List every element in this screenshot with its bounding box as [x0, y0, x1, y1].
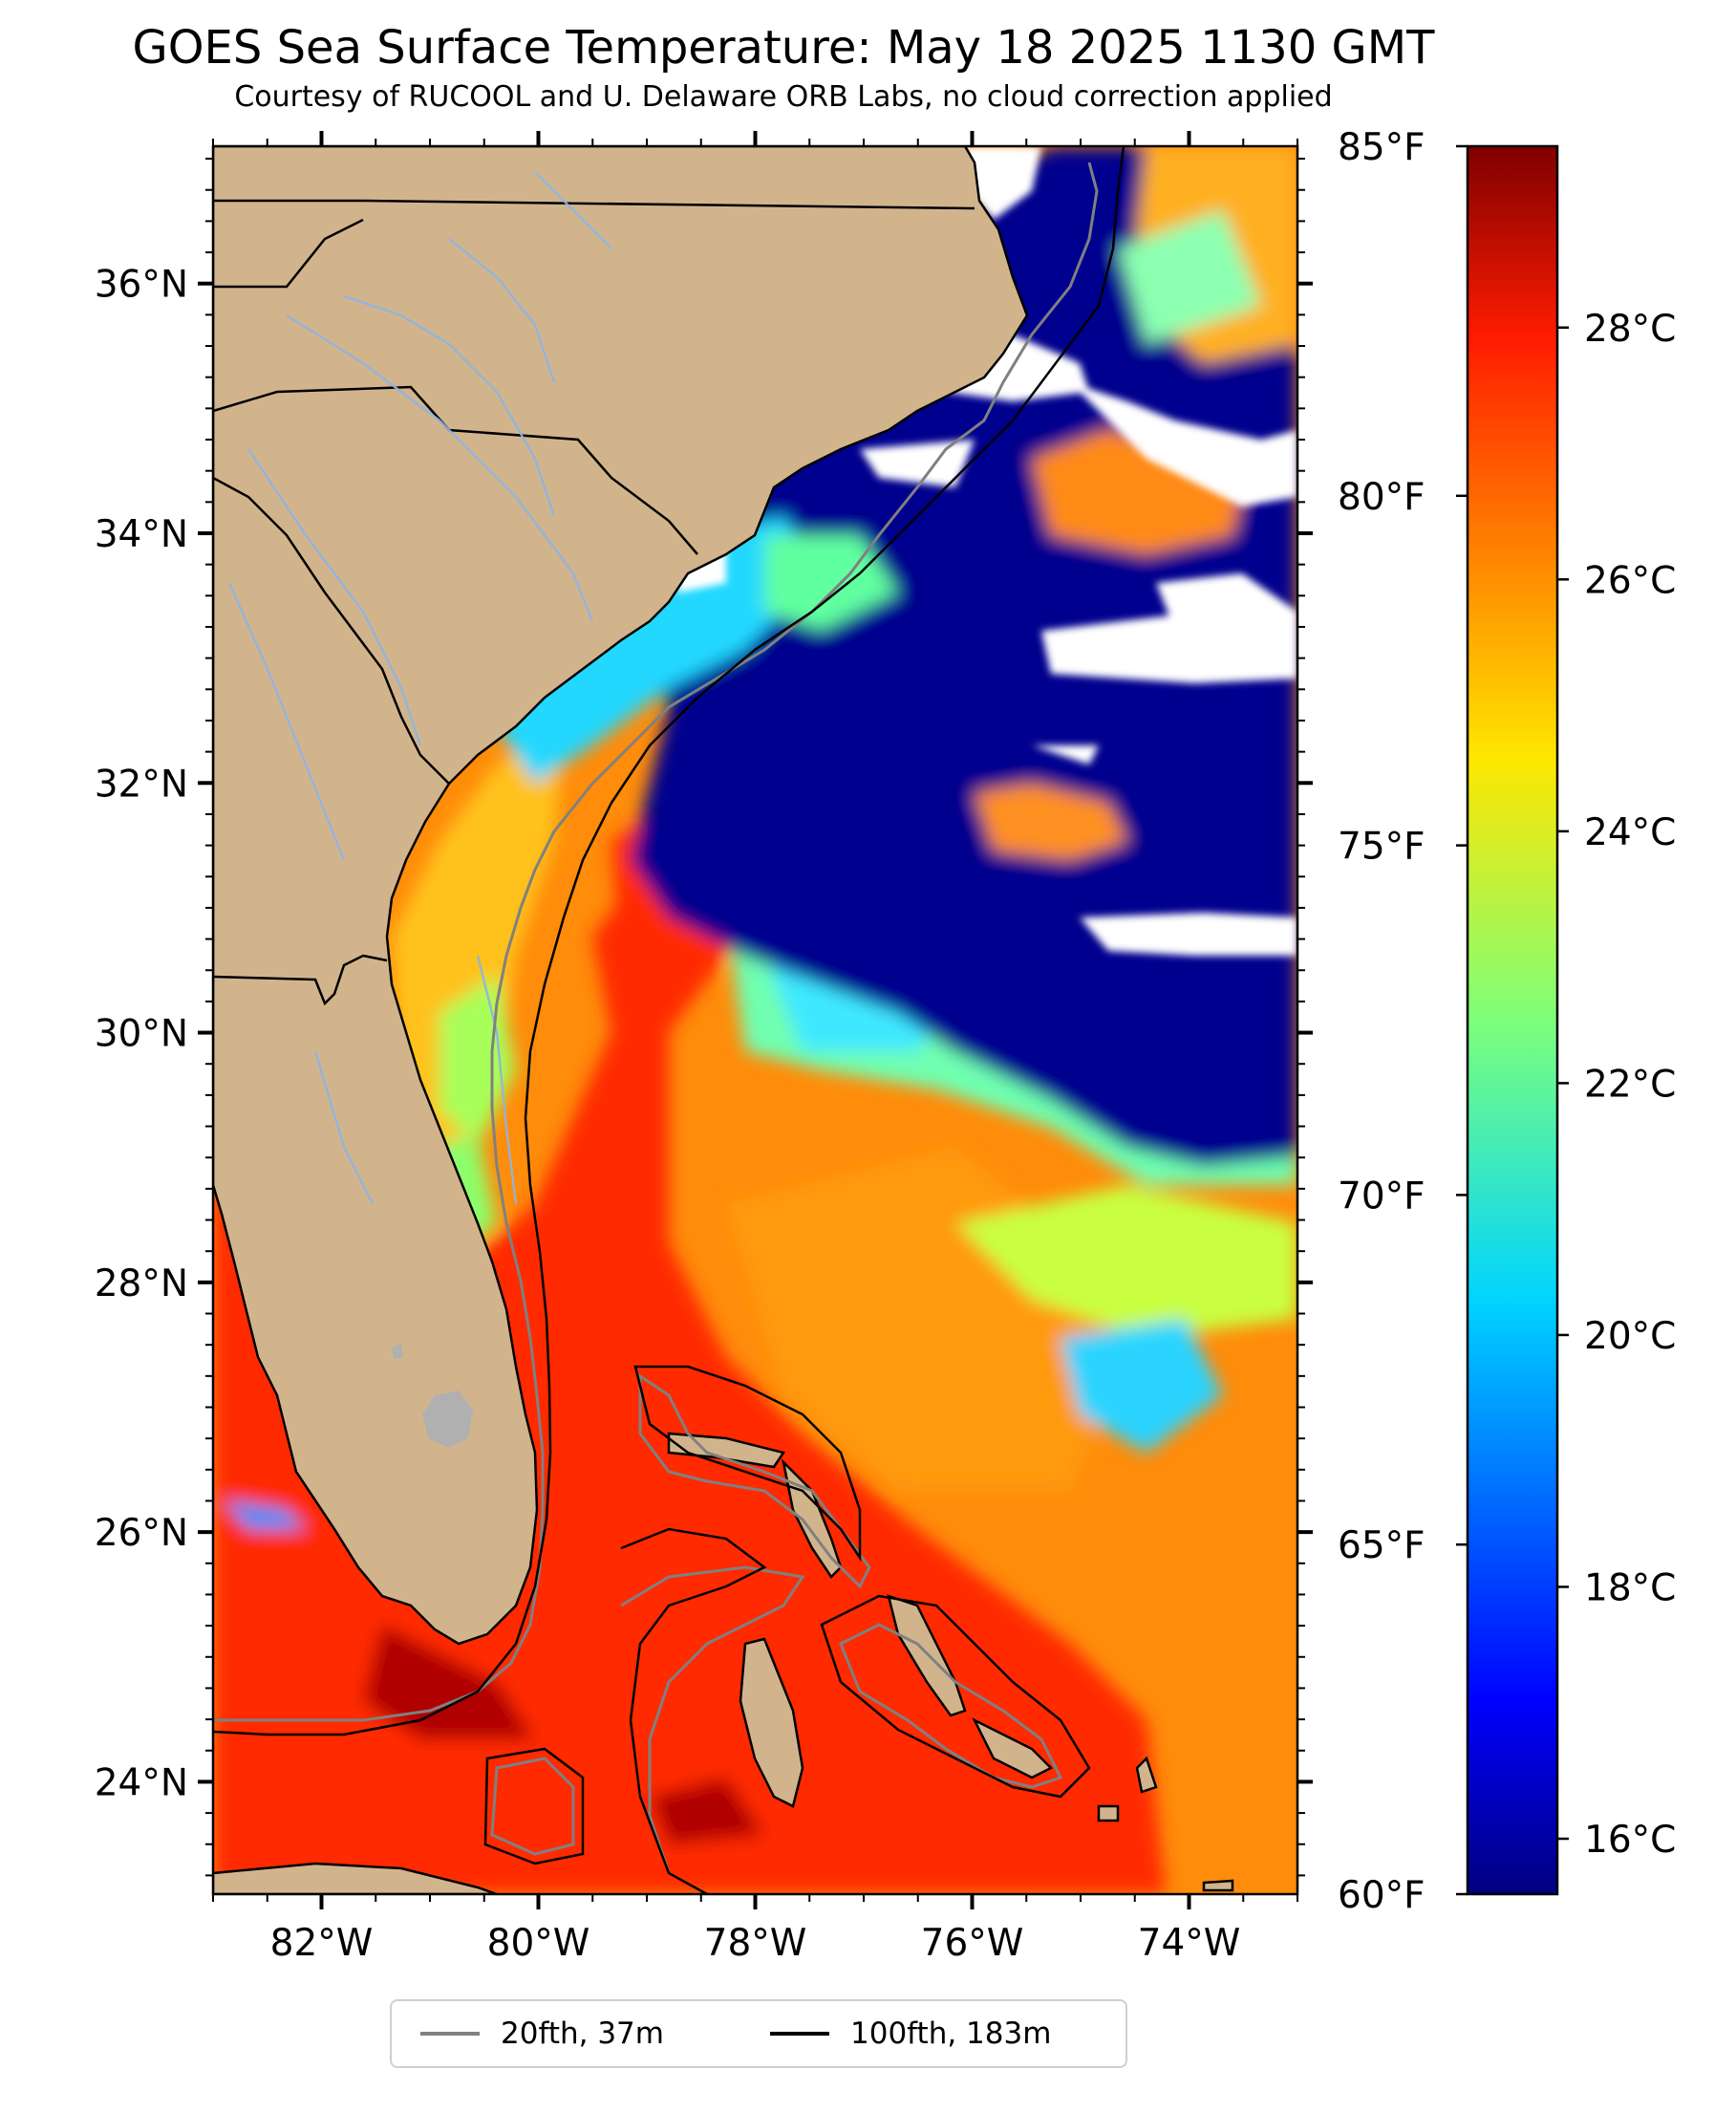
fahrenheit-tick-label: 60°F — [1338, 1874, 1425, 1917]
chart-title: GOES Sea Surface Temperature: May 18 202… — [132, 21, 1435, 75]
celsius-tick-label: 20°C — [1584, 1315, 1676, 1358]
legend: 20fth, 37m 100fth, 183m — [390, 1999, 1127, 2068]
sst-map-figure: 82°W 80°W 78°W 76°W 74°W 36°N 34°N 32°N 30°N 28°… — [95, 126, 1677, 1965]
colorbar: 16°C 18°C 20°C 22°C 24°C 26°C 28°C 60°F 65°F 70°… — [1338, 126, 1676, 1917]
colorbar-gradient — [1466, 144, 1559, 1896]
celsius-tick-label: 26°C — [1584, 559, 1676, 602]
contour-100fth — [213, 146, 1125, 1894]
legend-label-100fth: 100fth, 183m — [850, 2016, 1052, 2051]
rivers — [227, 171, 612, 1205]
legend-label-20fth: 20fth, 37m — [501, 2016, 664, 2051]
lon-tick-label: 74°W — [1138, 1922, 1241, 1965]
contour-20fth — [213, 162, 1099, 1874]
lon-tick-label: 80°W — [487, 1922, 590, 1965]
lon-tick-label: 78°W — [704, 1922, 807, 1965]
legend-item-100fth: 100fth, 183m — [770, 2015, 1051, 2053]
andros-island — [739, 1637, 804, 1808]
lon-tick-label: 76°W — [921, 1922, 1024, 1965]
lat-tick-label: 26°N — [95, 1512, 188, 1555]
celsius-tick-label: 24°C — [1584, 811, 1676, 854]
fahrenheit-tick-label: 75°F — [1338, 826, 1425, 869]
colorbar-fahrenheit-ticks: 60°F 65°F 70°F 75°F 80°F 85°F — [1338, 126, 1468, 1917]
state-boundaries — [213, 199, 975, 1006]
celsius-tick-label: 22°C — [1584, 1063, 1676, 1106]
cuba — [213, 1862, 498, 1894]
legend-swatch-100fth — [770, 2032, 829, 2036]
longitude-axis: 82°W 80°W 78°W 76°W 74°W — [212, 131, 1298, 1965]
lat-tick-label: 32°N — [95, 763, 188, 806]
legend-swatch-20fth — [420, 2032, 480, 2036]
fahrenheit-tick-label: 65°F — [1338, 1524, 1425, 1567]
land-layer — [213, 146, 1234, 1894]
sst-map — [213, 146, 1297, 1894]
colorbar-celsius-ticks: 16°C 18°C 20°C 22°C 24°C 26°C 28°C — [1557, 308, 1676, 1862]
celsius-tick-label: 28°C — [1584, 308, 1676, 351]
lat-tick-label: 30°N — [95, 1013, 188, 1056]
chart-subtitle: Courtesy of RUCOOL and U. Delaware ORB L… — [234, 80, 1333, 114]
celsius-tick-label: 18°C — [1584, 1566, 1676, 1609]
lake-okeechobee — [422, 1391, 473, 1448]
lat-tick-label: 24°N — [95, 1761, 188, 1804]
fahrenheit-tick-label: 85°F — [1338, 126, 1425, 169]
lat-tick-label: 28°N — [95, 1262, 188, 1305]
legend-item-20fth: 20fth, 37m — [420, 2015, 664, 2053]
fahrenheit-tick-label: 70°F — [1338, 1175, 1425, 1218]
lat-tick-label: 34°N — [95, 513, 188, 556]
celsius-tick-label: 16°C — [1584, 1819, 1676, 1862]
fahrenheit-tick-label: 80°F — [1338, 476, 1425, 519]
lon-tick-label: 82°W — [270, 1922, 374, 1965]
lat-tick-label: 36°N — [95, 264, 188, 307]
latitude-axis: 36°N 34°N 32°N 30°N 28°N 26°N 24°N — [95, 158, 1313, 1877]
